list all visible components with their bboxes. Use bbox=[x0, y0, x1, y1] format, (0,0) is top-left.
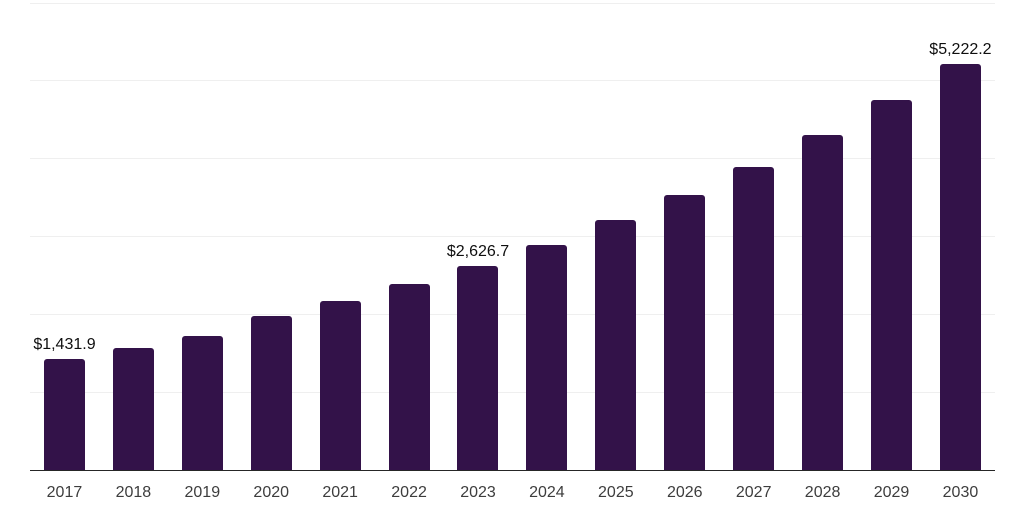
x-tick-label-2021: 2021 bbox=[322, 484, 358, 501]
bar-band-2027 bbox=[719, 3, 788, 470]
x-tick-label-2018: 2018 bbox=[115, 484, 152, 501]
bar-2024 bbox=[526, 245, 568, 470]
x-tick-label-2020: 2020 bbox=[253, 484, 290, 501]
bar-2029 bbox=[871, 100, 913, 470]
bar-band-2030: $5,222.2 bbox=[926, 3, 995, 470]
bar-band-2020 bbox=[237, 3, 306, 470]
x-tick-label-2022: 2022 bbox=[391, 484, 427, 501]
bar-2025 bbox=[595, 220, 637, 470]
bar-2021 bbox=[319, 301, 361, 470]
bar-value-label-2017: $1,431.9 bbox=[33, 335, 96, 353]
x-tick-label-2030: 2030 bbox=[942, 484, 979, 501]
gridline-4000 bbox=[30, 158, 995, 160]
gridline-5000 bbox=[30, 80, 995, 82]
x-tick-label-2023: 2023 bbox=[460, 484, 496, 501]
bar-band-2029 bbox=[857, 3, 926, 470]
bar-band-2022 bbox=[375, 3, 444, 470]
bar-band-2028 bbox=[788, 3, 857, 470]
gridline-2000 bbox=[30, 313, 995, 315]
bar-2018 bbox=[112, 348, 154, 470]
bar-2026 bbox=[664, 195, 706, 470]
bar-band-2025 bbox=[581, 3, 650, 470]
bar-band-2019 bbox=[168, 3, 237, 470]
bar-value-label-2023: $2,626.7 bbox=[446, 242, 510, 260]
bars-row: $1,431.9 $2,626.7 $5,222.2 bbox=[30, 3, 995, 470]
bar-band-2021 bbox=[306, 3, 375, 470]
gridline-3000 bbox=[30, 236, 995, 237]
x-tick-label-2028: 2028 bbox=[804, 484, 841, 501]
bar-2027 bbox=[733, 166, 775, 470]
bar-band-2024 bbox=[512, 3, 581, 470]
gridline-6000 bbox=[30, 2, 995, 4]
bar-2030 bbox=[939, 63, 981, 470]
x-tick-label-2024: 2024 bbox=[529, 484, 565, 501]
bar-2017 bbox=[43, 358, 85, 470]
gridline-1000 bbox=[30, 391, 995, 393]
bar-band-2023: $2,626.7 bbox=[444, 3, 513, 470]
bar-2022 bbox=[388, 284, 430, 470]
x-tick-label-2025: 2025 bbox=[598, 484, 634, 501]
bar-2028 bbox=[802, 135, 844, 470]
plot-area: $1,431.9 $2,626.7 $5,222.2 bbox=[30, 2, 995, 471]
x-tick-label-2017: 2017 bbox=[46, 484, 83, 501]
x-tick-label-2027: 2027 bbox=[735, 484, 772, 501]
x-axis-line bbox=[30, 469, 995, 471]
bar-2019 bbox=[181, 336, 223, 470]
x-tick-label-2026: 2026 bbox=[666, 484, 703, 501]
bar-value-label-2030: $5,222.2 bbox=[929, 40, 992, 58]
x-tick-label-2019: 2019 bbox=[184, 484, 221, 501]
x-axis-tick-labels: 2017 2018 2019 2020 2021 2022 2023 2024 2025 2026… bbox=[30, 483, 995, 503]
bar-2023 bbox=[457, 265, 499, 470]
bar-band-2026 bbox=[650, 3, 719, 470]
x-tick-label-2029: 2029 bbox=[873, 484, 910, 501]
bar-band-2018 bbox=[99, 3, 168, 470]
bar-2020 bbox=[250, 316, 292, 470]
bar-band-2017: $1,431.9 bbox=[30, 3, 99, 470]
